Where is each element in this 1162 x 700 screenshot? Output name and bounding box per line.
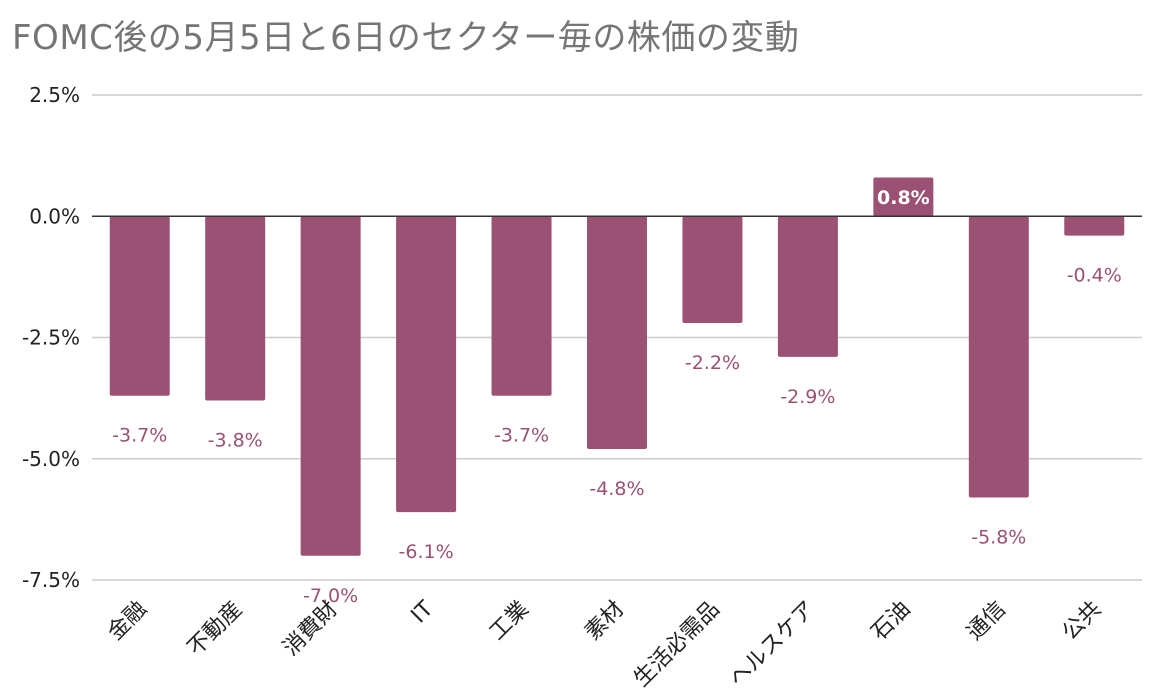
x-tick-label: 公共 — [1058, 597, 1107, 646]
data-label: -2.9% — [780, 386, 835, 408]
y-tick-label: 0.0% — [29, 204, 80, 228]
y-tick-label: -2.5% — [22, 326, 80, 350]
x-tick-label: 生活必需品 — [629, 597, 724, 692]
x-tick-label: 金融 — [103, 597, 152, 646]
x-tick-label: 工業 — [485, 597, 534, 646]
x-tick-label: 通信 — [962, 597, 1011, 646]
x-tick-label: IT — [407, 596, 439, 628]
bar — [491, 216, 552, 396]
data-label: -2.2% — [685, 352, 740, 374]
bar — [300, 216, 361, 556]
chart-title: FOMC後の5月5日と6日のセクター毎の株価の変動 — [12, 18, 800, 58]
bar — [682, 216, 743, 323]
data-label: -6.1% — [399, 541, 454, 563]
y-tick-label: -5.0% — [22, 447, 80, 471]
bar — [396, 216, 457, 513]
x-tick-label: 素材 — [580, 597, 629, 646]
bar — [587, 216, 647, 450]
data-label: -3.7% — [494, 425, 549, 447]
bar — [968, 216, 1029, 498]
bar — [1064, 216, 1125, 236]
data-label: -3.8% — [208, 430, 263, 452]
bar — [205, 216, 266, 401]
x-tick-label: 不動産 — [183, 597, 247, 661]
data-label: -0.4% — [1067, 265, 1122, 287]
bar — [109, 216, 170, 396]
x-tick-label: 石油 — [867, 597, 916, 646]
data-label: -3.7% — [112, 425, 167, 447]
x-tick-label: ヘルスケア — [725, 597, 820, 692]
bar — [873, 177, 934, 217]
y-tick-label: 2.5% — [29, 83, 80, 107]
y-tick-label: -7.5% — [22, 568, 80, 592]
data-label: -4.8% — [589, 478, 644, 500]
data-label: 0.8% — [877, 187, 930, 209]
data-label: -5.8% — [971, 527, 1026, 549]
data-label: -7.0% — [303, 585, 358, 607]
bar — [777, 216, 838, 357]
